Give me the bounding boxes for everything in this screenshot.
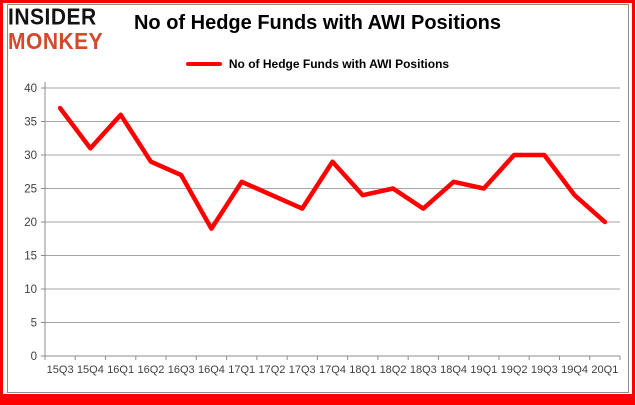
chart-title: No of Hedge Funds with AWI Positions: [133, 12, 502, 34]
x-tick-label: 17Q3: [289, 364, 316, 376]
x-tick-label: 19Q2: [501, 364, 528, 376]
x-tick-label: 16Q4: [198, 364, 225, 376]
x-tick-label: 18Q2: [380, 364, 407, 376]
legend-label: No of Hedge Funds with AWI Positions: [228, 57, 450, 71]
y-tick-label: 35: [24, 117, 37, 129]
x-tick-label: 20Q1: [591, 364, 618, 376]
x-tick-label: 16Q2: [137, 364, 164, 376]
y-tick-label: 40: [24, 83, 37, 95]
y-tick-label: 30: [24, 150, 37, 162]
y-tick-label: 25: [24, 184, 37, 196]
x-tick-label: 19Q4: [561, 364, 588, 376]
y-tick-label: 5: [31, 318, 37, 330]
series-line-awi: [57, 105, 608, 231]
x-tick-label: 17Q2: [259, 364, 286, 376]
x-tick-label: 19Q1: [470, 364, 497, 376]
chart-frame: [7, 4, 629, 393]
y-tick-label: 15: [24, 251, 37, 263]
x-tick-label: 16Q3: [168, 364, 195, 376]
x-tick-label: 17Q1: [228, 364, 255, 376]
x-tick-label: 15Q4: [77, 364, 104, 376]
x-tick-label: 16Q1: [107, 364, 134, 376]
x-tick-label: 18Q3: [410, 364, 437, 376]
logo-line-insider: INSIDER: [8, 4, 97, 30]
y-tick-label: 20: [24, 217, 37, 229]
y-tick-label: 0: [31, 351, 37, 363]
x-tick-label: 18Q1: [349, 364, 376, 376]
x-tick-label: 18Q4: [440, 364, 467, 376]
x-tick-label: 15Q3: [47, 364, 74, 376]
x-tick-label: 17Q4: [319, 364, 346, 376]
legend: No of Hedge Funds with AWI Positions: [0, 57, 635, 71]
insider-monkey-logo: INSIDER MONKEY: [8, 6, 103, 54]
legend-line-swatch: [185, 62, 222, 66]
x-tick-label: 19Q3: [531, 364, 558, 376]
logo-line-monkey: MONKEY: [8, 29, 104, 55]
y-tick-label: 10: [24, 284, 37, 296]
